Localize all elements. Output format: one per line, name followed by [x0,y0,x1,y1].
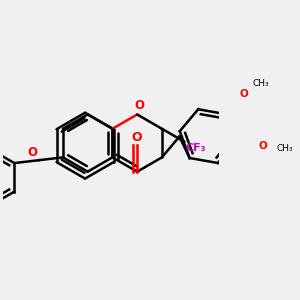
Text: O: O [239,88,248,98]
Text: CH₃: CH₃ [276,143,293,152]
Text: O: O [28,146,38,159]
Text: O: O [134,99,144,112]
Text: O: O [258,141,267,151]
Text: CH₃: CH₃ [253,79,270,88]
Text: O: O [132,130,142,144]
Text: CF₃: CF₃ [185,143,206,153]
